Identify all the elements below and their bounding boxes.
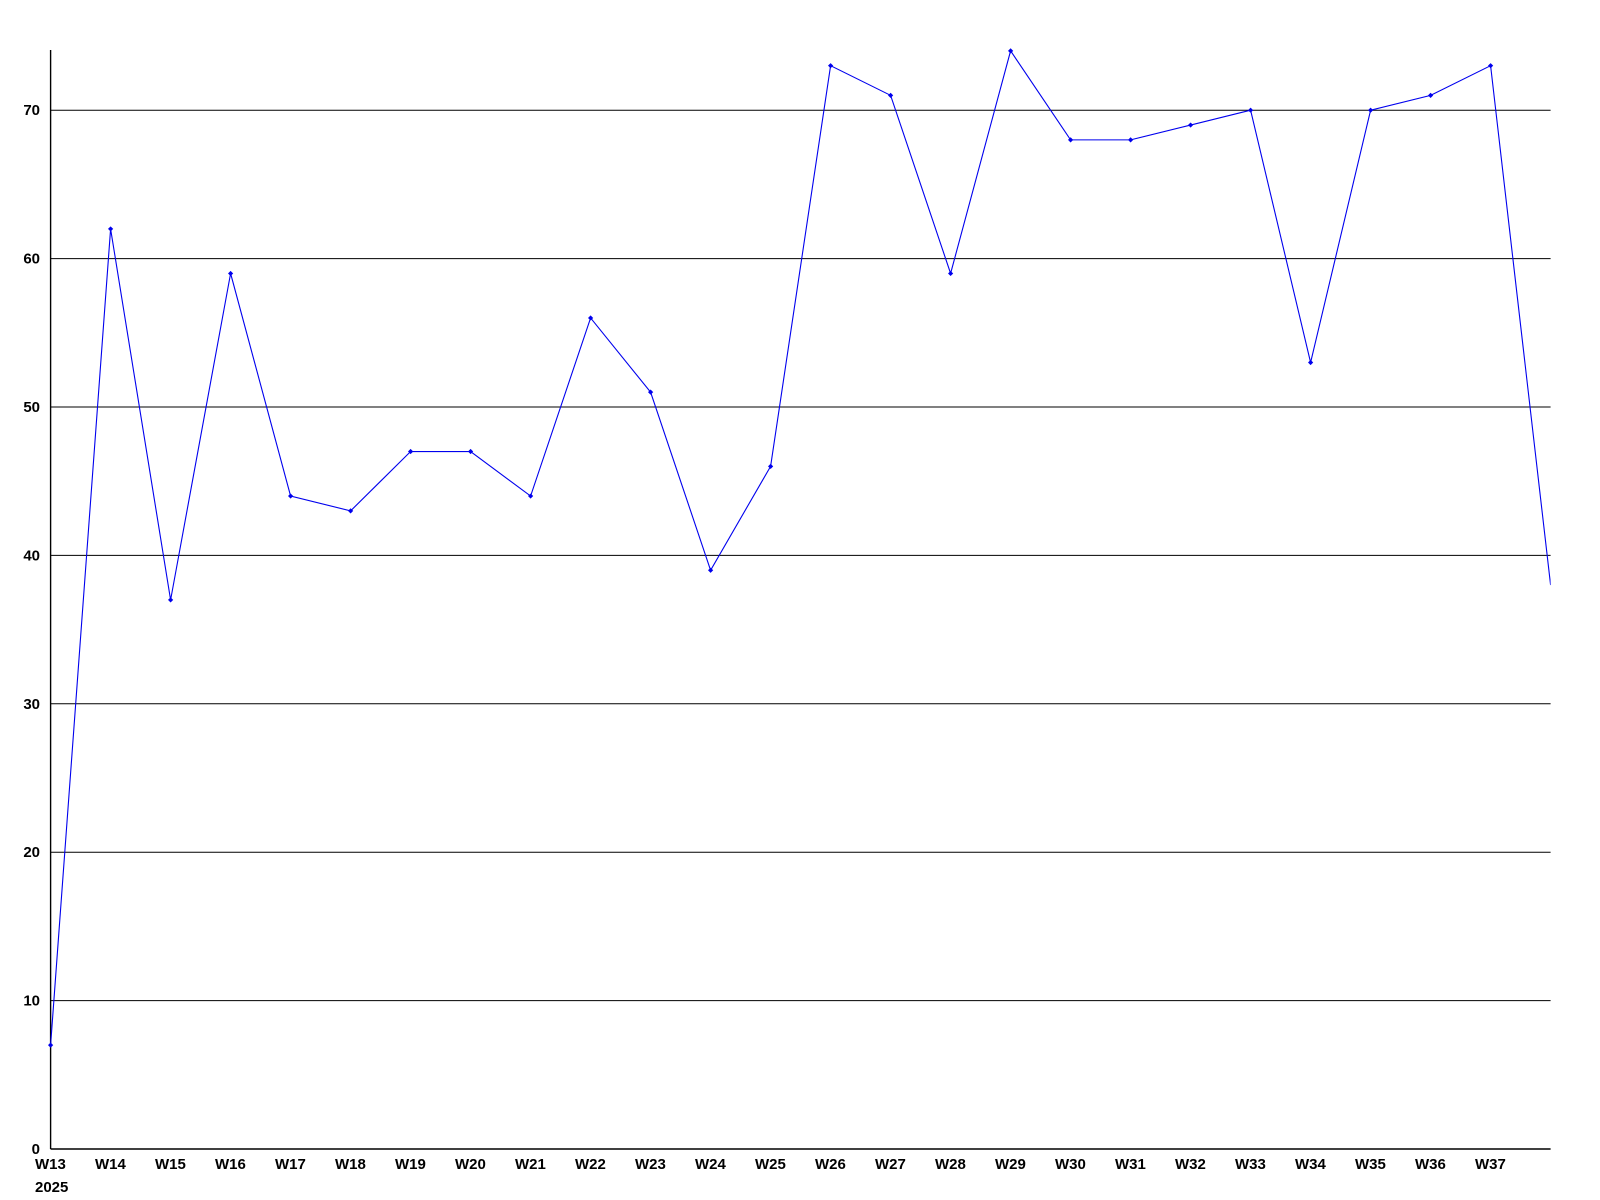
svg-text:W36: W36	[1415, 1156, 1446, 1173]
svg-text:W25: W25	[755, 1156, 786, 1173]
svg-text:W22: W22	[575, 1156, 606, 1173]
svg-text:W34: W34	[1295, 1156, 1327, 1173]
svg-text:W17: W17	[275, 1156, 306, 1173]
svg-text:W30: W30	[1055, 1156, 1086, 1173]
svg-text:W16: W16	[215, 1156, 246, 1173]
svg-text:50: 50	[23, 399, 40, 416]
svg-text:30: 30	[23, 696, 40, 713]
svg-text:W26: W26	[815, 1156, 846, 1173]
svg-text:W21: W21	[515, 1156, 546, 1173]
svg-text:W37: W37	[1475, 1156, 1506, 1173]
svg-text:W29: W29	[995, 1156, 1026, 1173]
svg-text:W35: W35	[1355, 1156, 1386, 1173]
svg-text:W23: W23	[635, 1156, 666, 1173]
svg-text:W28: W28	[935, 1156, 966, 1173]
svg-text:W20: W20	[455, 1156, 486, 1173]
svg-text:W14: W14	[95, 1156, 127, 1173]
svg-text:W24: W24	[695, 1156, 727, 1173]
svg-text:W32: W32	[1175, 1156, 1206, 1173]
svg-text:20: 20	[23, 844, 40, 861]
svg-text:W15: W15	[155, 1156, 186, 1173]
svg-text:10: 10	[23, 993, 40, 1010]
svg-text:60: 60	[23, 251, 40, 268]
svg-text:40: 40	[23, 547, 40, 564]
svg-text:W33: W33	[1235, 1156, 1266, 1173]
svg-text:W13: W13	[35, 1156, 66, 1173]
svg-text:W19: W19	[395, 1156, 426, 1173]
svg-text:2025: 2025	[35, 1179, 68, 1196]
svg-text:W31: W31	[1115, 1156, 1146, 1173]
svg-text:W18: W18	[335, 1156, 366, 1173]
svg-text:70: 70	[23, 102, 40, 119]
svg-text:W27: W27	[875, 1156, 906, 1173]
